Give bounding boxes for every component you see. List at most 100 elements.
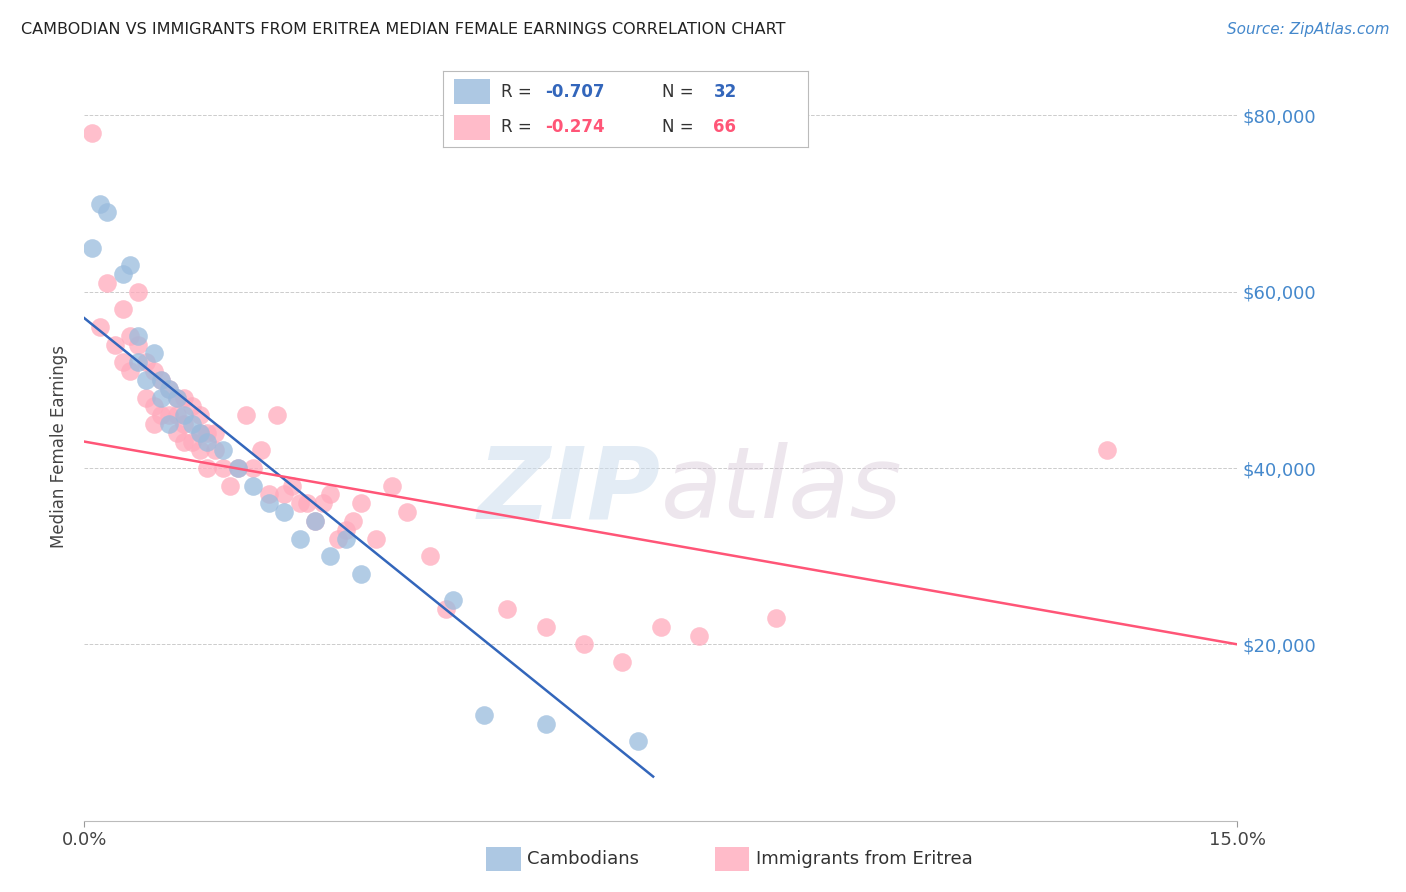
Point	[204, 443, 226, 458]
Point	[288, 496, 311, 510]
Point	[188, 425, 211, 440]
Point	[319, 487, 342, 501]
Bar	[486, 847, 520, 871]
Point	[250, 443, 273, 458]
Point	[396, 505, 419, 519]
Point	[534, 716, 557, 731]
Point	[534, 620, 557, 634]
Point	[181, 434, 204, 449]
Text: ZIP: ZIP	[478, 442, 661, 540]
Point	[181, 417, 204, 431]
Text: Cambodians: Cambodians	[527, 849, 638, 868]
Point	[281, 478, 304, 492]
Point	[311, 496, 333, 510]
Point	[350, 496, 373, 510]
Text: CAMBODIAN VS IMMIGRANTS FROM ERITREA MEDIAN FEMALE EARNINGS CORRELATION CHART: CAMBODIAN VS IMMIGRANTS FROM ERITREA MED…	[21, 22, 786, 37]
Point	[181, 400, 204, 414]
Point	[157, 382, 180, 396]
Point	[166, 391, 188, 405]
Point	[142, 417, 165, 431]
Point	[173, 417, 195, 431]
Point	[157, 382, 180, 396]
Y-axis label: Median Female Earnings: Median Female Earnings	[49, 344, 67, 548]
Point	[419, 549, 441, 564]
Point	[266, 408, 288, 422]
Point	[304, 514, 326, 528]
Point	[226, 461, 249, 475]
Point	[89, 196, 111, 211]
Point	[135, 373, 157, 387]
Text: Source: ZipAtlas.com: Source: ZipAtlas.com	[1226, 22, 1389, 37]
Point	[142, 364, 165, 378]
Point	[297, 496, 319, 510]
Point	[80, 126, 103, 140]
Text: -0.274: -0.274	[546, 118, 605, 136]
Point	[335, 523, 357, 537]
Point	[612, 655, 634, 669]
Point	[219, 478, 242, 492]
Point	[326, 532, 349, 546]
Point	[273, 505, 295, 519]
Point	[211, 461, 233, 475]
Point	[434, 602, 457, 616]
Point	[381, 478, 404, 492]
Point	[441, 593, 464, 607]
Point	[127, 337, 149, 351]
Point	[1095, 443, 1118, 458]
Point	[120, 364, 142, 378]
Point	[195, 425, 218, 440]
Text: -0.707: -0.707	[546, 83, 605, 101]
Point	[273, 487, 295, 501]
Point	[627, 734, 650, 748]
Point	[120, 328, 142, 343]
Point	[150, 408, 173, 422]
Point	[195, 461, 218, 475]
Text: atlas: atlas	[661, 442, 903, 540]
Point	[472, 707, 495, 722]
Point	[157, 408, 180, 422]
Point	[142, 400, 165, 414]
Point	[173, 434, 195, 449]
Point	[496, 602, 519, 616]
Bar	[454, 79, 491, 104]
Point	[166, 425, 188, 440]
Bar	[716, 847, 749, 871]
Point	[173, 408, 195, 422]
Point	[188, 408, 211, 422]
Point	[257, 496, 280, 510]
Point	[127, 328, 149, 343]
Point	[150, 373, 173, 387]
Text: 32: 32	[713, 83, 737, 101]
Point	[80, 241, 103, 255]
Point	[195, 434, 218, 449]
Point	[96, 276, 118, 290]
Point	[111, 355, 134, 369]
Text: N =: N =	[662, 83, 699, 101]
Point	[135, 391, 157, 405]
Point	[304, 514, 326, 528]
Point	[335, 532, 357, 546]
Point	[166, 391, 188, 405]
Point	[173, 391, 195, 405]
Point	[188, 443, 211, 458]
Point	[204, 425, 226, 440]
Point	[242, 461, 264, 475]
Point	[242, 478, 264, 492]
Point	[257, 487, 280, 501]
Point	[366, 532, 388, 546]
Point	[319, 549, 342, 564]
Point	[127, 285, 149, 299]
Point	[350, 566, 373, 581]
Point	[104, 337, 127, 351]
Point	[211, 443, 233, 458]
Text: N =: N =	[662, 118, 699, 136]
Point	[650, 620, 672, 634]
Text: R =: R =	[502, 83, 537, 101]
Point	[150, 373, 173, 387]
Point	[96, 205, 118, 219]
Point	[235, 408, 257, 422]
Bar	[454, 114, 491, 140]
Point	[89, 320, 111, 334]
Point	[188, 425, 211, 440]
Point	[765, 611, 787, 625]
